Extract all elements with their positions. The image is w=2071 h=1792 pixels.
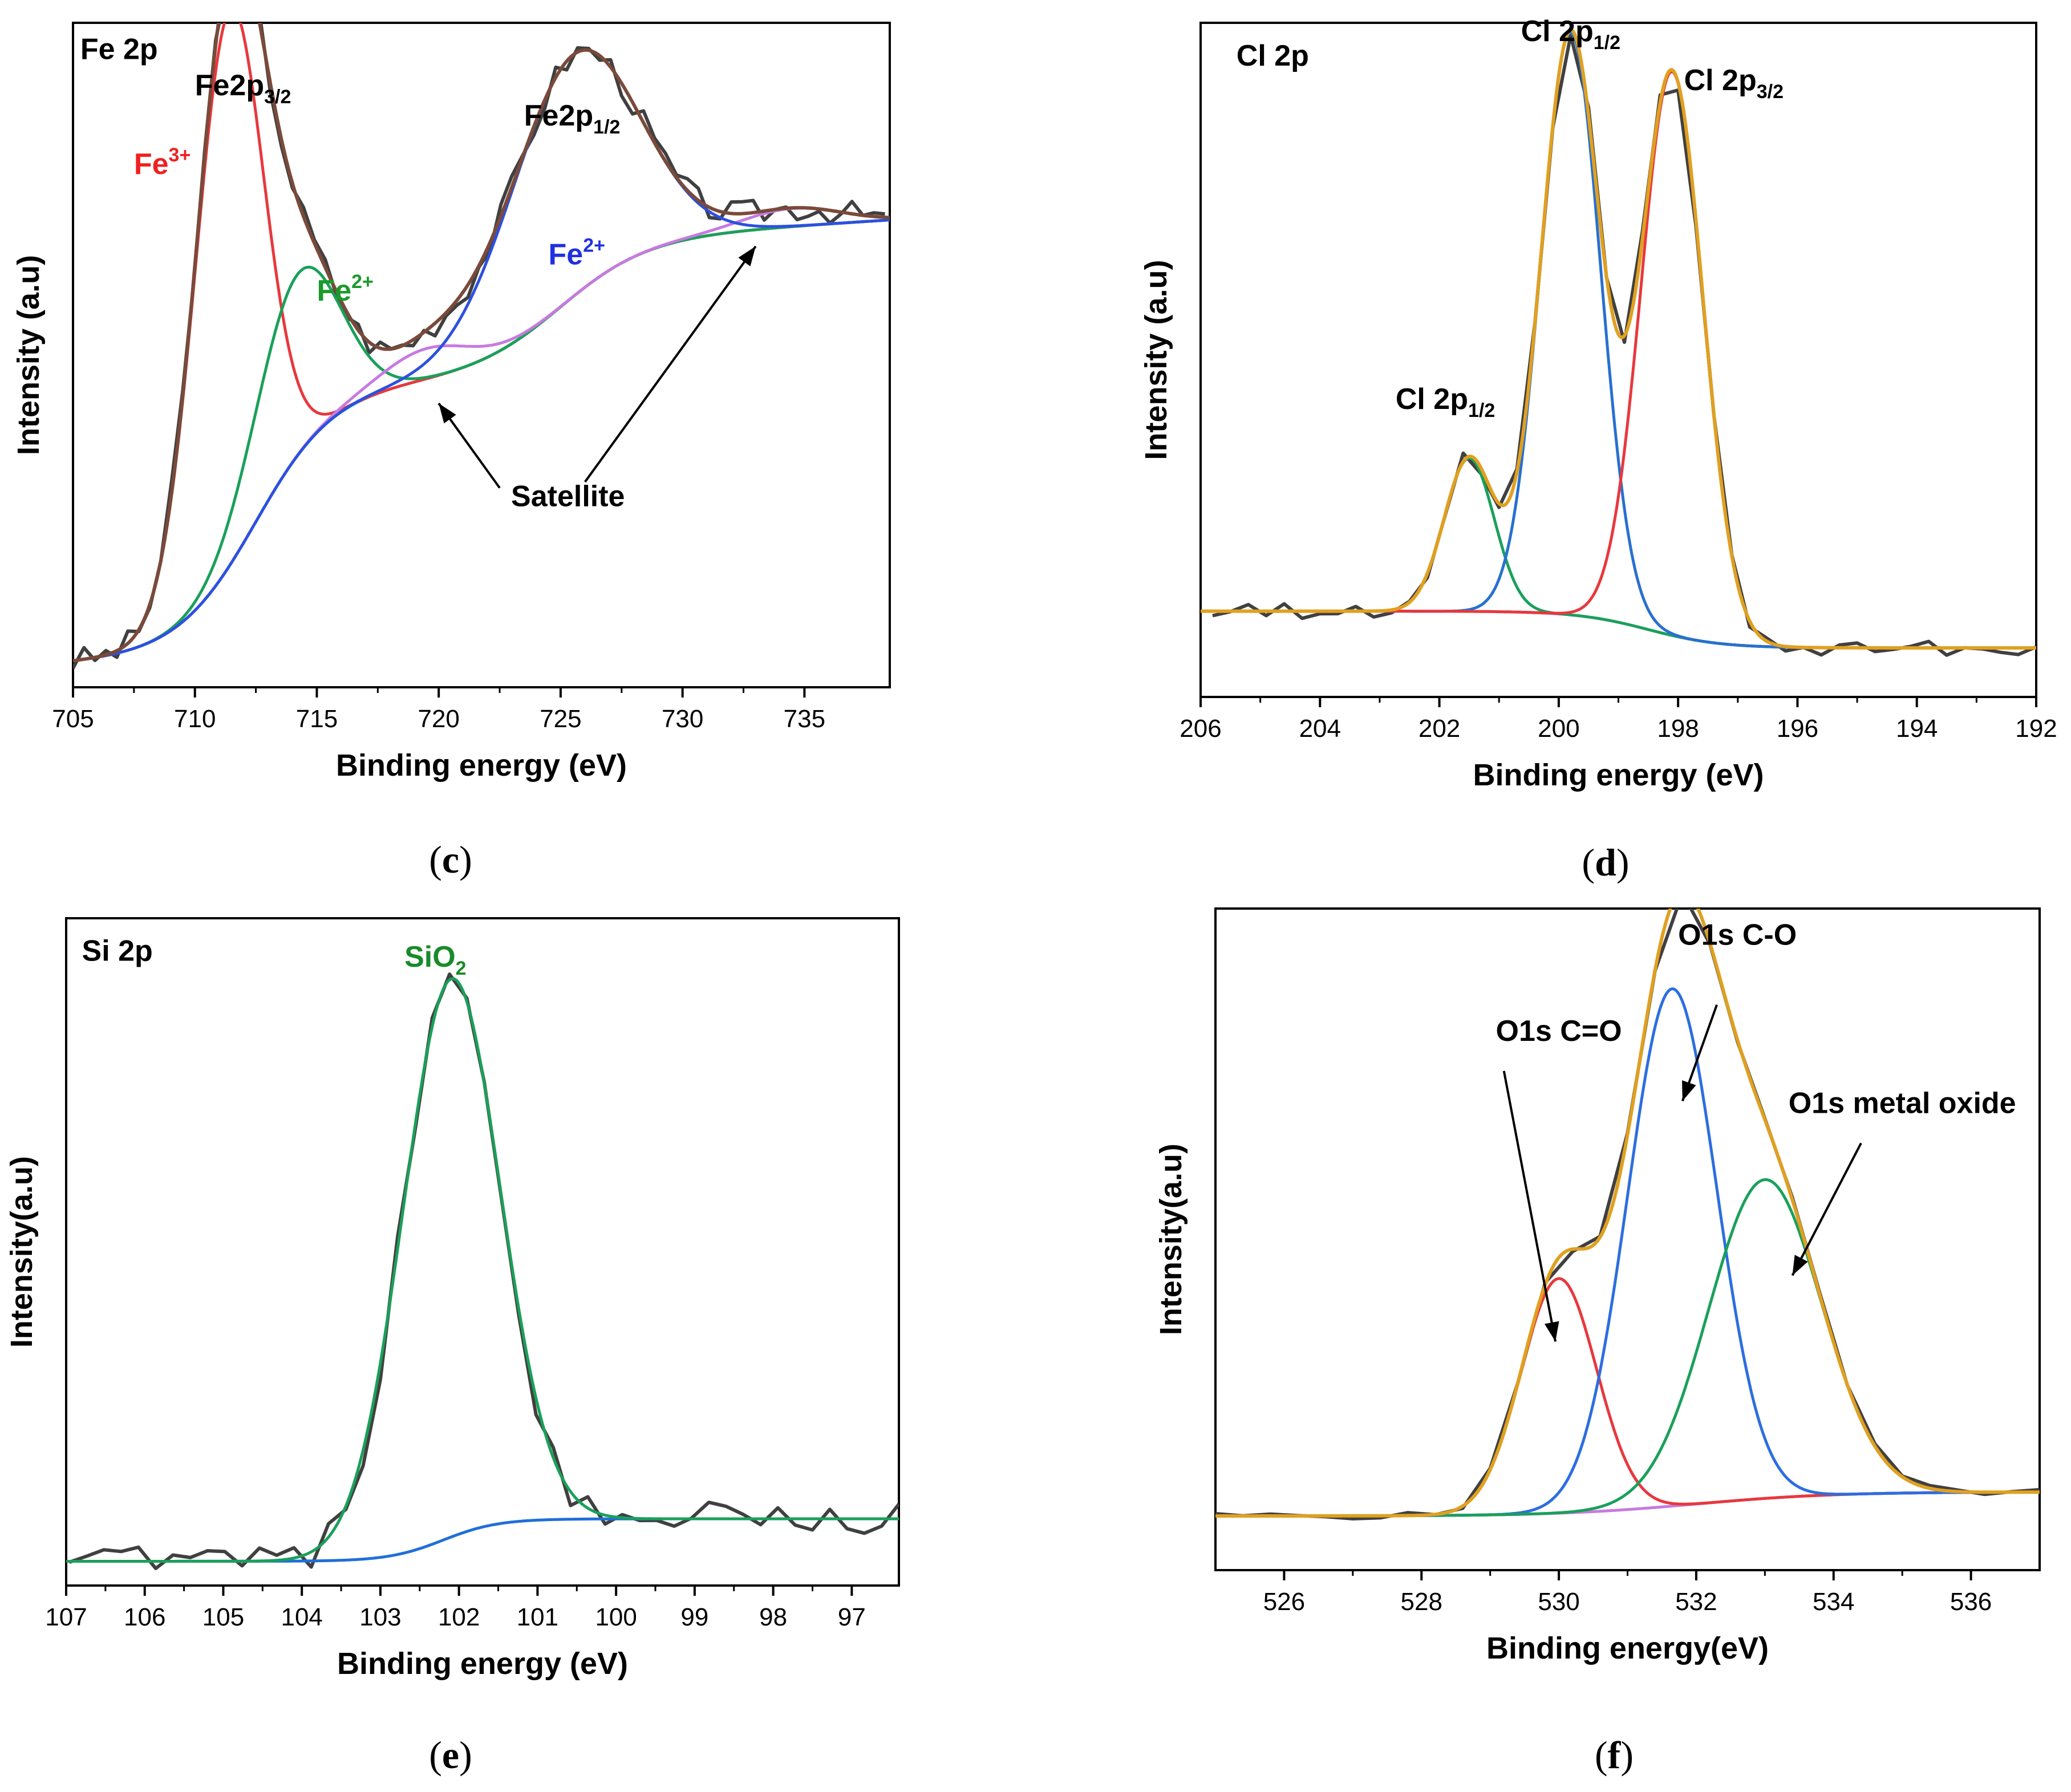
x-tick-label: 192 [2015,715,2057,743]
x-tick-label: 104 [281,1603,322,1631]
x-tick-label: 725 [540,705,581,733]
peak-label: SiO2 [404,940,467,979]
peak-label: Fe2+ [317,271,373,307]
x-axis-title: Binding energy (eV) [1473,758,1764,792]
peak-label: Cl 2p3/2 [1684,64,1784,103]
x-tick-label: 105 [202,1603,244,1631]
peak-label: Fe3+ [134,144,191,181]
arrow-head [1792,1255,1808,1276]
x-tick-label: 528 [1401,1588,1442,1616]
arrow-head [1682,1080,1696,1101]
x-axis-title: Binding energy (eV) [336,748,627,783]
plot-frame [65,917,900,1587]
x-tick-label: 103 [359,1603,401,1631]
x-tick-label: 530 [1538,1588,1579,1616]
plot-frame [72,22,891,688]
y-axis-title: Intensity (a.u) [1139,260,1173,460]
component-fe2-2p1-2- [73,48,890,662]
peak-label: O1s C-O [1678,918,1797,951]
peak-label: Si 2p [82,934,153,967]
series-group [1201,28,2036,657]
x-tick-label: 99 [680,1603,708,1631]
x-tick-label: 101 [517,1603,558,1631]
panel-c: 705 710 715 720 725 730 735 Binding energy (eV)… [11,22,891,881]
x-axis-title: Binding energy (eV) [337,1647,628,1681]
x-tick-label: 720 [418,705,459,733]
series-group [73,23,890,670]
envelope-line [1201,28,2036,650]
x-tick-label: 198 [1657,715,1699,743]
x-tick-label: 730 [662,705,703,733]
x-tick-label: 534 [1813,1588,1854,1616]
annotation-arrow [584,245,757,483]
arrow-head [738,246,756,267]
x-tick-label: 710 [174,705,216,733]
x-tick-label: 705 [52,705,94,733]
peak-label: Fe 2p [80,33,158,66]
y-axis-title: Intensity (a.u) [11,255,46,455]
x-tick-label: 100 [595,1603,637,1631]
peak-label: Fe2p3/2 [195,69,291,108]
x-tick-label: 102 [438,1603,480,1631]
peak-label: Satellite [511,480,625,513]
x-axis-title: Binding energy(eV) [1486,1631,1769,1665]
x-tick-label: 526 [1263,1588,1305,1616]
x-tick-label: 194 [1896,715,1938,743]
peak-label: Cl 2p [1237,39,1309,72]
arrow-head [1544,1321,1559,1342]
x-tick-label: 106 [124,1603,165,1631]
x-tick-label: 735 [784,705,825,733]
component-sio2 [66,977,899,1563]
series-group [1215,909,2040,1521]
x-tick-label: 97 [838,1603,866,1631]
annotation-arrow [1502,1071,1557,1342]
panel-caption: (c) [429,838,472,881]
x-tick-label: 200 [1538,715,1579,743]
panel-caption: (f) [1595,1733,1634,1777]
peak-label: O1s metal oxide [1789,1087,2016,1120]
x-tick-label: 206 [1180,715,1221,743]
x-tick-label: 98 [759,1603,787,1631]
arrow-head [439,403,456,424]
panel-caption: (d) [1582,841,1629,884]
x-tick-label: 202 [1419,715,1460,743]
peak-label: Fe2p1/2 [524,99,621,138]
x-tick-label: 204 [1299,715,1341,743]
y-axis-title: Intensity(a.u) [1154,1144,1188,1335]
panel-caption: (e) [429,1733,472,1777]
x-tick-label: 196 [1777,715,1818,743]
panel-e: 107 106 105 104 103 102 101 100 99 98 97 Binding en… [5,917,900,1777]
panel-f: 526 528 530 532 534 536 Binding energy(eV) Inte… [1154,907,2041,1777]
peak-label: Fe2+ [549,235,605,271]
envelope-line [73,23,890,663]
x-tick-label: 107 [45,1603,87,1631]
component-fe2-2p3-2- [73,218,890,662]
panel-d: 206 204 202 200 198 196 194 192 Binding energy (… [1139,15,2057,884]
peak-label: Cl 2p1/2 [1396,383,1495,421]
x-tick-label: 536 [1950,1588,1992,1616]
x-tick-label: 715 [296,705,338,733]
annotation-arrow [1791,1142,1862,1276]
peak-label: O1s C=O [1496,1015,1622,1048]
series-group [66,972,899,1570]
x-tick-label: 532 [1675,1588,1717,1616]
y-axis-title: Intensity(a.u) [5,1156,39,1348]
peak-label: Cl 2p1/2 [1521,15,1620,54]
envelope-line [1215,909,2040,1518]
